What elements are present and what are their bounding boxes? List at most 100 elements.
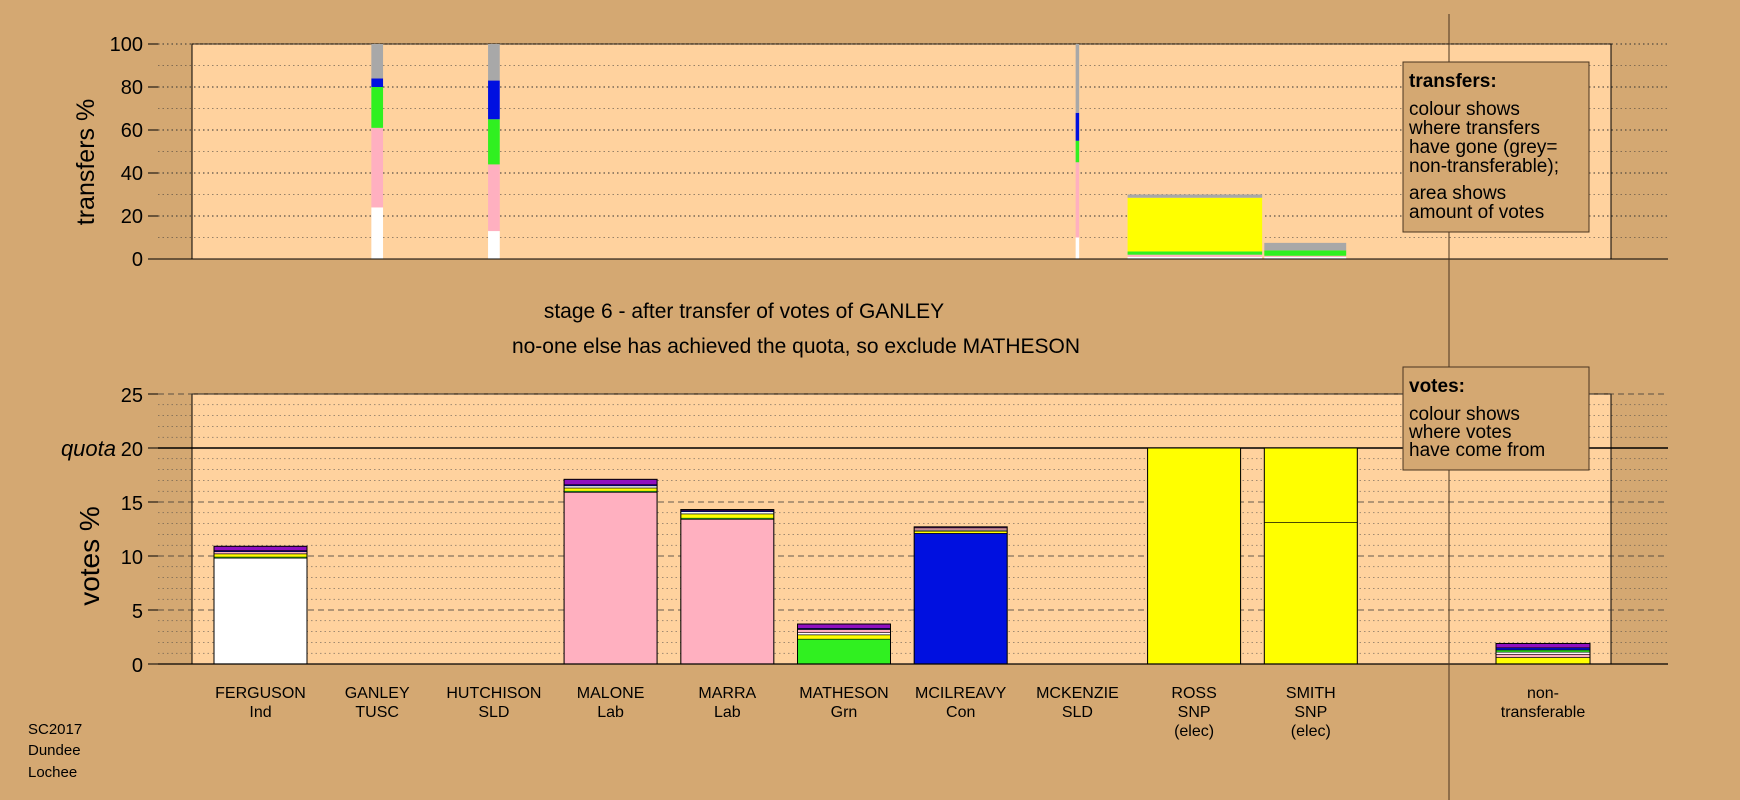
votes-bar-segment (680, 513, 775, 519)
votes-tick-label: 5 (132, 601, 143, 623)
candidate-name: ROSS (1171, 685, 1216, 702)
votes-bar-segment (1495, 649, 1591, 653)
candidate-name: non- (1527, 685, 1559, 702)
transfer-bar-segment (1127, 256, 1263, 259)
votes-bar-segment (1495, 651, 1591, 655)
transfer-bar-segment (1127, 254, 1263, 257)
votes-bar-segment (1264, 522, 1358, 665)
footer-line: Lochee (28, 764, 77, 781)
transfers-legend-line: have gone (grey= (1409, 137, 1557, 158)
votes-legend-line: have come from (1409, 440, 1545, 461)
votes-bar-segment (563, 485, 658, 489)
votes-legend: votes: colour shows where votes have com… (1402, 366, 1590, 471)
candidate-name: MALONE (577, 685, 645, 702)
transfer-bar-segment (1264, 242, 1347, 251)
candidate-party: SLD (478, 704, 509, 721)
votes-bar-segment (1495, 643, 1591, 649)
transfer-bar-segment (1075, 44, 1080, 113)
transfers-tick-label: 100 (110, 34, 143, 56)
transfer-bar-segment (371, 44, 384, 79)
transfers-legend-line: non-transferable); (1409, 156, 1559, 177)
votes-legend-box (1402, 366, 1590, 471)
elected-label: (elec) (1291, 723, 1331, 740)
transfers-legend-line: area shows (1409, 183, 1506, 204)
transfer-bar-segment (1264, 255, 1347, 257)
transfer-bar-segment (488, 44, 500, 81)
votes-bar-segment (1147, 447, 1241, 665)
votes-legend-heading: votes: (1409, 376, 1465, 397)
votes-bar-segment (913, 527, 1008, 531)
votes-bar-segment (563, 479, 658, 486)
votes-tick-label: 25 (121, 385, 143, 407)
transfer-bar-segment (371, 207, 384, 259)
votes-bar-segment (213, 553, 308, 558)
votes-bar-segment (1264, 447, 1358, 523)
footer-line: Dundee (28, 742, 81, 759)
candidate-party: SLD (1062, 704, 1093, 721)
transfer-bar-ganley (371, 44, 384, 259)
candidate-party: Con (946, 704, 975, 721)
transfer-bar-segment (371, 127, 384, 208)
transfer-bar-smith (1264, 242, 1347, 259)
transfer-bar-hutchison (488, 44, 500, 259)
votes-plot-area (191, 393, 1612, 665)
votes-tick-label: 0 (132, 655, 143, 677)
transfer-bar-segment (1127, 251, 1263, 255)
transfer-bar-segment (488, 231, 500, 259)
votes-bar-segment (913, 533, 1008, 665)
candidate-name: MARRA (698, 685, 756, 702)
votes-bar-ferguson (213, 545, 308, 665)
votes-panel: 0 5 10 15 20 25 quota FERGUSON Ind GANLEY TUSC HUTC… (61, 385, 1668, 740)
candidate-name: GANLEY (345, 685, 410, 702)
votes-bar-matheson (797, 623, 891, 665)
transfer-bar-segment (488, 119, 500, 165)
transfers-legend-heading: transfers: (1409, 71, 1497, 92)
votes-bar-ross (1147, 447, 1242, 665)
transfer-bar-segment (1264, 250, 1347, 256)
votes-bar-segment (213, 545, 308, 551)
candidate-name: MCKENZIE (1036, 685, 1119, 702)
transfer-bar-segment (1075, 237, 1080, 259)
candidate-name: MCILREAVY (915, 685, 1007, 702)
votes-bar-segment (913, 530, 1008, 534)
transfer-bar-segment (371, 78, 384, 87)
transfer-bar-segment (1127, 197, 1263, 252)
transfer-bar-segment (1127, 194, 1263, 198)
candidate-party: Lab (597, 704, 624, 721)
votes-bar-segment (1495, 647, 1591, 651)
votes-bar-segment (1495, 657, 1591, 665)
votes-tick-label: 10 (121, 547, 143, 569)
votes-bar-segment (213, 551, 308, 555)
stage-title: stage 6 - after transfer of votes of GAN… (544, 300, 944, 323)
transfers-axis-label: transfers % (72, 99, 100, 225)
votes-legend-line: colour shows (1409, 404, 1520, 425)
votes-bar-segment (797, 638, 891, 665)
candidate-party: transferable (1501, 704, 1586, 721)
transfers-tick-label: 80 (121, 77, 143, 99)
votes-bar-segment (797, 632, 891, 636)
transfer-bar-ross (1127, 194, 1263, 259)
votes-axis-label: votes % (74, 506, 105, 606)
transfer-bar-segment (488, 164, 500, 232)
transfer-bar-segment (1264, 256, 1347, 259)
transfers-tick-label: 20 (121, 206, 143, 228)
candidate-party: Ind (249, 704, 271, 721)
transfers-legend-box (1402, 61, 1590, 233)
votes-legend-line: where votes (1408, 422, 1511, 443)
transfer-bar-segment (488, 80, 500, 120)
transfers-tick-label: 0 (132, 249, 143, 271)
votes-bar-non (1495, 642, 1591, 665)
votes-tick-label: 20 (121, 439, 143, 461)
votes-bar-marra (680, 509, 775, 665)
candidate-name: MATHESON (799, 685, 888, 702)
votes-bar-segment (680, 511, 775, 515)
votes-bar-segment (563, 487, 658, 492)
transfer-bar-segment (371, 87, 384, 128)
transfer-bar-segment (1075, 162, 1080, 238)
transfers-legend-line: where transfers (1408, 118, 1540, 139)
votes-bar-segment (213, 557, 308, 665)
transfers-legend: transfers: colour shows where transfers … (1402, 61, 1590, 233)
votes-bar-smith (1263, 447, 1358, 665)
quota-label: quota (61, 436, 116, 461)
